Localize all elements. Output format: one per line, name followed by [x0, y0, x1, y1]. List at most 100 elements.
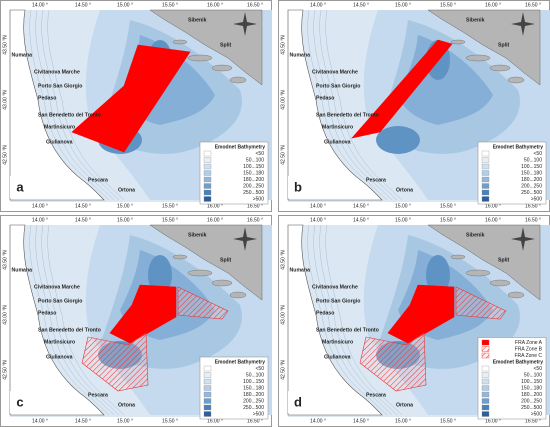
land-italy	[9, 9, 105, 201]
isobath	[325, 9, 403, 201]
legend-entry: <50	[256, 366, 265, 372]
lon-label: 16.00 °	[207, 217, 223, 223]
legend-entry: 50...100	[524, 157, 542, 163]
place-name: Martinsicuro	[322, 124, 353, 130]
lat-label: 43.50 °N	[280, 250, 286, 270]
place-name: Giulianova	[46, 354, 73, 360]
place-name: Martinsicuro	[322, 339, 353, 345]
place-name: Pescara	[366, 177, 386, 183]
legend-entry: 250...500	[243, 405, 264, 411]
place-name: Porto San Giorgio	[38, 298, 82, 304]
legend-swatch	[203, 163, 212, 170]
island	[187, 54, 213, 62]
lon-label: 14.50 °	[75, 2, 91, 8]
land-italy	[9, 224, 105, 416]
map-panel: 14.00 ° 14.00 ° 14.50 ° 14.50 ° 15.00 ° 15.00…	[0, 215, 272, 427]
place-name: Numana	[290, 267, 311, 273]
place-name: Ortona	[118, 402, 135, 408]
lon-label: 15.50 °	[440, 418, 456, 424]
place-name: Numana	[12, 267, 33, 273]
map-panel: 14.00 ° 14.00 ° 14.50 ° 14.50 ° 15.00 ° 15.00…	[278, 0, 550, 212]
place-name: Pescara	[88, 392, 108, 398]
lon-label: 16.50 °	[525, 217, 541, 223]
legend-swatch	[203, 398, 212, 404]
lon-label: 14.00 °	[310, 203, 326, 209]
place-name: Sibenik	[466, 232, 485, 238]
place-name: Civitanova Marche	[34, 69, 80, 75]
island	[489, 279, 511, 287]
legend-title: Emodnet Bathymetry	[493, 359, 544, 365]
place-name: Civitanova Marche	[312, 69, 358, 75]
legend-swatch	[481, 170, 490, 176]
legend-box	[477, 141, 547, 205]
place-name: Civitanova Marche	[34, 284, 80, 290]
place-name: Ortona	[118, 187, 135, 193]
legend-title: Emodnet Bathymetry	[493, 144, 544, 150]
legend-entry: 100...150	[243, 164, 264, 170]
legend-entry: <50	[534, 366, 543, 372]
fra-zone	[177, 286, 229, 320]
place-name: Civitanova Marche	[312, 284, 358, 290]
depth-zone	[398, 35, 493, 125]
legend-entry: 250...500	[243, 190, 264, 196]
legend-swatch	[481, 372, 490, 378]
place-name: Numana	[12, 52, 33, 58]
place-name: Pedaso	[316, 310, 334, 316]
legend-entry: 200...250	[521, 183, 542, 189]
legend-swatch	[481, 398, 490, 404]
lon-label: 14.50 °	[353, 217, 369, 223]
legend-swatch	[203, 176, 212, 183]
legend-swatch	[203, 183, 212, 189]
legend-swatch	[481, 157, 490, 163]
island	[507, 291, 525, 299]
legend-entry: 150...180	[521, 170, 542, 176]
island	[465, 269, 491, 277]
legend-entry: FRA Zone B	[515, 346, 543, 352]
legend-entry: 200...250	[243, 183, 264, 189]
compass	[511, 12, 535, 36]
island	[172, 254, 188, 260]
lat-label: 43.00 °N	[280, 305, 286, 325]
place-name: Pedaso	[38, 95, 56, 101]
legend-swatch	[481, 163, 490, 170]
legend-swatch	[481, 404, 490, 411]
isobath	[319, 224, 398, 416]
island	[450, 254, 466, 260]
legend-entry: <50	[256, 151, 265, 157]
lat-label: 42.50 °N	[280, 360, 286, 380]
place-name: Numana	[290, 52, 311, 58]
isobath	[29, 9, 110, 201]
compass	[511, 227, 535, 251]
place-name: Porto San Giorgio	[316, 298, 360, 304]
map-panel: 14.00 ° 14.00 ° 14.50 ° 14.50 ° 15.00 ° 15.00…	[278, 215, 550, 427]
lon-label: 14.50 °	[75, 217, 91, 223]
place-name: Split	[220, 42, 232, 48]
lon-label: 15.00 °	[395, 203, 411, 209]
panel-letter: c	[16, 394, 23, 409]
lon-label: 14.00 °	[32, 418, 48, 424]
compass	[233, 227, 257, 251]
legend-swatch	[203, 365, 212, 372]
legend-swatch	[481, 176, 490, 183]
place-name: Pedaso	[38, 310, 56, 316]
legend-title: Emodnet Bathymetry	[215, 359, 266, 365]
island	[507, 76, 525, 84]
lon-label: 16.50 °	[247, 418, 263, 424]
legend-entry: 250...500	[521, 405, 542, 411]
place-name: Giulianova	[324, 354, 351, 360]
legend-swatch	[481, 346, 490, 352]
isobath	[35, 9, 115, 201]
legend-entry: >500	[253, 411, 264, 417]
lon-label: 14.00 °	[310, 2, 326, 8]
isobath	[47, 9, 125, 201]
lon-label: 16.00 °	[485, 418, 501, 424]
lat-label: 43.00 °N	[2, 305, 8, 325]
lon-label: 15.50 °	[162, 418, 178, 424]
lon-label: 16.50 °	[247, 203, 263, 209]
land-italy	[287, 224, 383, 416]
place-name: San Benedetto del Tronto	[316, 327, 379, 333]
place-name: San Benedetto del Tronto	[38, 327, 101, 333]
legend-swatch	[203, 189, 212, 196]
lon-label: 15.00 °	[117, 217, 133, 223]
lon-label: 16.00 °	[485, 217, 501, 223]
